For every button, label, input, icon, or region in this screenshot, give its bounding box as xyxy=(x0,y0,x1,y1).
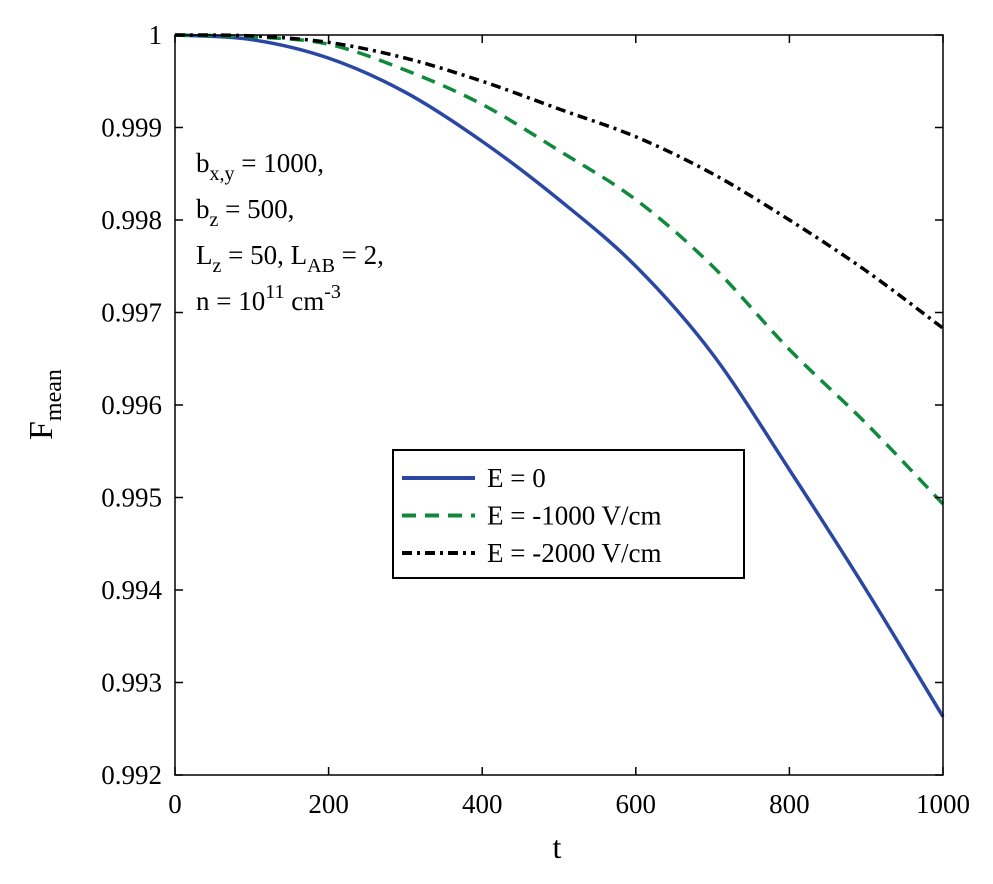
annotation-segment: b xyxy=(196,194,210,224)
y-tick-label: 0.997 xyxy=(101,298,162,328)
x-tick-label: 1000 xyxy=(916,789,970,819)
x-tick-label: 400 xyxy=(462,789,503,819)
y-tick-label: 0.998 xyxy=(101,205,162,235)
annotation-segment: cm xyxy=(285,286,325,316)
annotation-segment: z xyxy=(213,255,222,277)
series-line-2 xyxy=(174,33,945,330)
annotation-segment: = 1000, xyxy=(235,148,324,178)
annotation-line: bx,y = 1000, xyxy=(196,148,324,185)
annotation-segment: = 50, L xyxy=(221,240,307,270)
x-axis-label: t xyxy=(553,829,562,865)
annotation-segment: = 500, xyxy=(218,194,294,224)
series-line-1 xyxy=(174,33,945,506)
annotation-segment: b xyxy=(196,148,210,178)
y-tick-label: 1 xyxy=(149,20,163,50)
annotation-segment: AB xyxy=(307,255,335,277)
y-tick-label: 0.999 xyxy=(101,113,162,143)
y-axis-label-sub: mean xyxy=(41,369,67,421)
annotation-segment: -3 xyxy=(324,281,341,303)
series-line-0 xyxy=(174,33,945,718)
x-tick-label: 200 xyxy=(308,789,349,819)
annotation-line: Lz = 50, LAB = 2, xyxy=(196,240,384,277)
annotation-segment: x,y xyxy=(210,163,235,185)
legend: E = 0 E = -1000 V/cm E = -2000 V/cm xyxy=(392,449,745,579)
series-lines xyxy=(174,33,945,718)
legend-label: E = 0 xyxy=(487,463,546,493)
y-tick-label: 0.992 xyxy=(101,760,162,790)
annotation-segment: n = 10 xyxy=(196,286,265,316)
annotation-line: n = 1011 cm-3 xyxy=(196,281,341,316)
y-tick-label: 0.995 xyxy=(101,483,162,513)
axis-ticks: 0 200 400 600 800 1000 0.992 0.993 0.994 0.995 0.9… xyxy=(101,20,970,819)
x-tick-label: 800 xyxy=(769,789,810,819)
x-tick-label: 0 xyxy=(168,789,182,819)
annotation-segment: = 2, xyxy=(335,240,384,270)
y-tick-label: 0.993 xyxy=(101,668,162,698)
legend-label: E = -2000 V/cm xyxy=(487,538,661,568)
annotation-line: bz = 500, xyxy=(196,194,294,231)
y-tick-label: 0.996 xyxy=(101,390,162,420)
y-tick-label: 0.994 xyxy=(101,575,162,605)
parameter-annotation: bx,y = 1000,bz = 500,Lz = 50, LAB = 2,n … xyxy=(196,148,384,316)
x-tick-label: 600 xyxy=(616,789,657,819)
annotation-segment: L xyxy=(196,240,213,270)
y-axis-label: Fmean xyxy=(23,369,67,440)
legend-label: E = -1000 V/cm xyxy=(487,501,661,531)
annotation-segment: z xyxy=(210,209,219,231)
annotation-segment: 11 xyxy=(265,281,284,303)
y-axis-label-main: F xyxy=(23,421,60,440)
